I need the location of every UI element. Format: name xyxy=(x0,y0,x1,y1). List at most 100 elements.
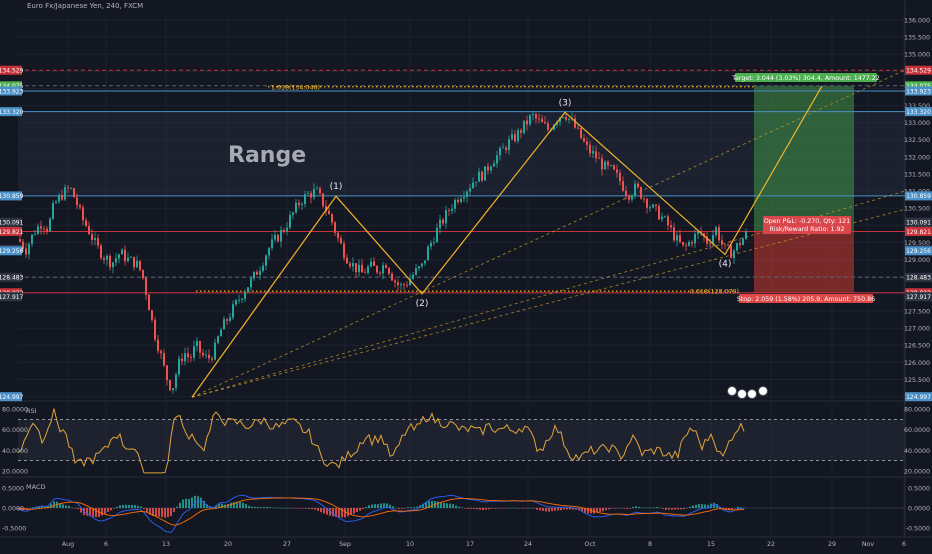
macd-histogram-bar xyxy=(407,507,409,508)
macd-tick-label: 0.0000 xyxy=(908,506,930,513)
price-badge xyxy=(905,81,932,91)
price-badge-label: 130.859 xyxy=(906,193,931,200)
stop-zone xyxy=(754,231,854,293)
candle-body xyxy=(706,236,708,244)
elliott-wave-lines[interactable] xyxy=(191,85,823,398)
macd-histogram-bar xyxy=(365,507,367,508)
macd-histogram-bar xyxy=(449,503,451,508)
macd-histogram-bar xyxy=(476,508,478,510)
macd-histogram-bar xyxy=(470,508,472,509)
price-badge xyxy=(905,292,932,302)
macd-histogram-bar xyxy=(698,504,700,508)
event-bubble[interactable] xyxy=(727,386,737,396)
macd-histogram-bar xyxy=(473,508,475,509)
event-bubble[interactable] xyxy=(737,389,747,399)
candle-body xyxy=(280,229,282,242)
macd-histogram-bar xyxy=(176,506,178,508)
time-tick-label: 27 xyxy=(283,541,291,548)
price-tick-label: 131.500 xyxy=(904,171,930,178)
macd-histogram-bar xyxy=(554,508,556,511)
macd-histogram-bar xyxy=(740,507,742,508)
candle-body xyxy=(283,229,285,232)
price-badge-left xyxy=(0,191,22,201)
macd-histogram-bar xyxy=(41,505,43,508)
price-badge xyxy=(905,217,932,227)
macd-histogram-bar xyxy=(416,506,418,508)
candle-body xyxy=(502,147,504,149)
open-pnl-label-rr: Risk/Reward Ratio: 1.92 xyxy=(770,226,845,233)
candlestick-series[interactable] xyxy=(19,110,747,394)
price-badge-left-label: 129.821 xyxy=(0,229,24,236)
candle-body xyxy=(211,358,213,360)
candle-body xyxy=(484,166,486,181)
macd-histogram-bar xyxy=(659,507,661,509)
macd-histogram-bar xyxy=(467,508,469,509)
candle-body xyxy=(460,198,462,202)
macd-histogram-bar xyxy=(446,503,448,508)
candle-body xyxy=(634,183,636,196)
time-tick-label: 13 xyxy=(162,541,170,548)
macd-histogram-bar xyxy=(566,508,568,510)
macd-histogram-bar xyxy=(545,508,547,512)
candle-body xyxy=(628,195,630,200)
price-tick-label: 132.000 xyxy=(904,154,930,161)
macd-histogram-bar xyxy=(47,506,49,508)
macd-histogram-bar xyxy=(677,508,679,510)
candle-body xyxy=(457,199,459,202)
price-badge xyxy=(905,65,932,75)
price-badge xyxy=(905,107,932,117)
candle-body xyxy=(499,148,501,156)
candle-body xyxy=(82,207,84,221)
candle-body xyxy=(403,284,405,286)
macd-histogram-bar xyxy=(233,502,235,508)
target-zone xyxy=(754,85,854,232)
macd-histogram-bar xyxy=(548,508,550,512)
candle-body xyxy=(295,202,297,213)
macd-histogram-bar xyxy=(704,504,706,508)
event-bubble[interactable] xyxy=(758,386,768,396)
macd-histogram-bar xyxy=(422,503,424,508)
macd-histogram-bar xyxy=(347,508,349,517)
candle-body xyxy=(154,319,156,340)
price-badge xyxy=(905,86,932,96)
rsi-line xyxy=(17,408,745,474)
macd-histogram-bar xyxy=(482,508,484,511)
candle-body xyxy=(331,214,333,223)
candle-body xyxy=(145,277,147,295)
macd-histogram-bar xyxy=(236,501,238,508)
rsi-tick-label: 80.0000 xyxy=(904,407,930,414)
macd-histogram-bar xyxy=(656,506,658,508)
candle-body xyxy=(493,163,495,167)
macd-histogram-bar xyxy=(662,508,664,509)
macd-histogram-bar xyxy=(674,508,676,510)
macd-histogram-bar xyxy=(737,506,739,508)
macd-histogram-bar xyxy=(107,508,109,512)
event-bubble[interactable] xyxy=(747,389,757,399)
macd-histogram-bar xyxy=(377,504,379,508)
price-badge-left-label: 128.483 xyxy=(0,275,24,282)
candle-body xyxy=(88,225,90,235)
macd-histogram-bar xyxy=(575,508,577,510)
candle-body xyxy=(328,210,330,215)
candle-body xyxy=(232,304,234,318)
macd-histogram-bar xyxy=(380,503,382,508)
candle-body xyxy=(70,188,72,189)
candle-body xyxy=(652,204,654,208)
macd-histogram-bar xyxy=(695,504,697,508)
candle-body xyxy=(343,243,345,258)
price-tick-label: 135.500 xyxy=(904,34,930,41)
candle-body xyxy=(739,243,741,245)
macd-histogram-bar xyxy=(149,508,151,515)
macd-histogram-bar xyxy=(182,499,184,508)
price-badge-left xyxy=(0,65,22,75)
macd-histogram-bar xyxy=(230,502,232,508)
macd-histogram-bar xyxy=(131,504,133,508)
candle-body xyxy=(25,248,27,255)
candle-body xyxy=(391,273,393,281)
candle-body xyxy=(64,187,66,200)
price-badge-label: 128.483 xyxy=(906,275,931,282)
macd-histogram-bar xyxy=(602,508,604,512)
macd-histogram-bar xyxy=(350,508,352,515)
